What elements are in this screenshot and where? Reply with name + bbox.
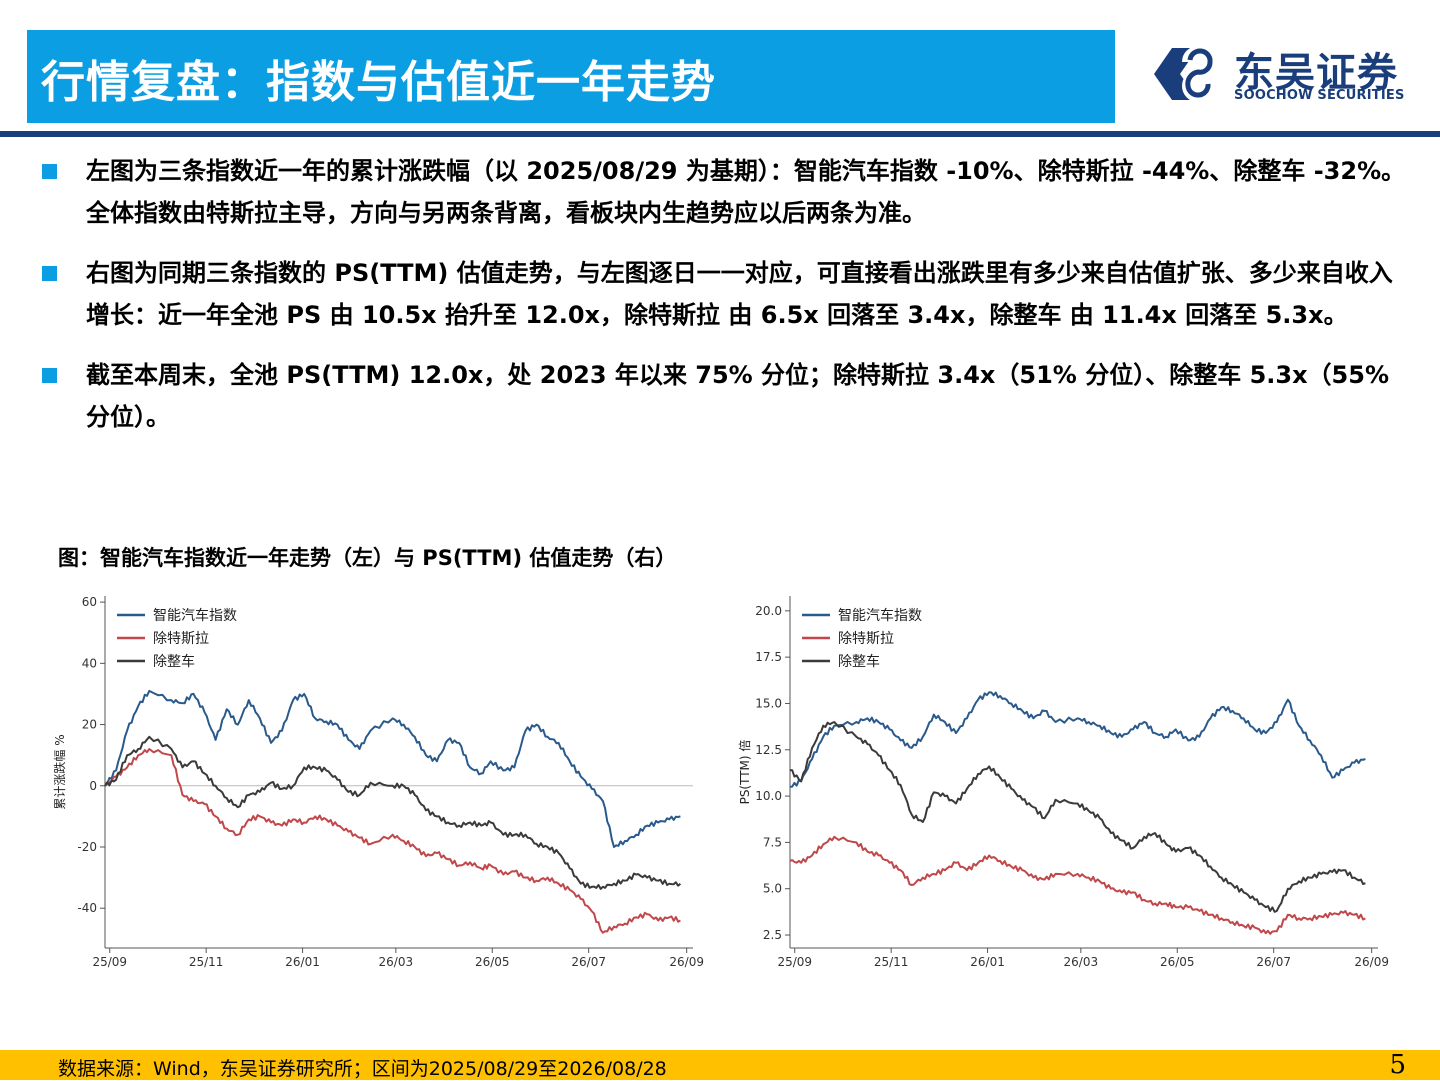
- y-tick-label: 5.0: [763, 882, 782, 896]
- legend-label: 除整车: [153, 653, 195, 670]
- legend-label: 除特斯拉: [838, 631, 894, 647]
- x-tick-label: 26/03: [1064, 955, 1099, 968]
- legend-label: 智能汽车指数: [838, 607, 922, 624]
- bullet-item: 截至本周末，全池 PS(TTM) 12.0x，处 2023 年以来 75% 分位…: [42, 354, 1412, 438]
- series-line-1: [789, 691, 1366, 788]
- bullet-text: 截至本周末，全池 PS(TTM) 12.0x，处 2023 年以来 75% 分位…: [86, 361, 1390, 431]
- chart-svg: 60 40 20 0 -20 -40 25/09 25/11 26/01 26/03 26/05 26…: [52, 595, 704, 968]
- legend-label: 除特斯拉: [153, 631, 209, 647]
- series-line-2: [789, 835, 1366, 935]
- title-bar: 行情复盘：指数与估值近一年走势: [27, 30, 1115, 123]
- y-axis-label: 累计涨跌幅 %: [52, 734, 67, 809]
- logo-chinese-name: 东吴证券: [1234, 50, 1398, 96]
- y-tick-label: 12.5: [755, 743, 782, 757]
- bullet-square-icon: [42, 368, 57, 383]
- series-line-2: [104, 748, 681, 934]
- ps-ttm-chart: 20.0 17.5 15.0 12.5 10.0 7.5 5.0 2.5 25/09 25/11 2…: [735, 588, 1390, 968]
- x-tick-label: 25/09: [92, 955, 127, 968]
- soochow-logo-icon: [1154, 46, 1215, 102]
- y-tick-label: 7.5: [763, 835, 782, 849]
- bullet-square-icon: [42, 266, 57, 281]
- y-tick-label: -20: [77, 840, 97, 854]
- bullet-item: 左图为三条指数近一年的累计涨跌幅（以 2025/08/29 为基期）：智能汽车指…: [42, 150, 1412, 234]
- y-tick-label: 2.5: [763, 928, 782, 942]
- x-tick-label: 26/07: [571, 955, 606, 968]
- y-tick-label: 20.0: [755, 604, 782, 618]
- bullet-text: 左图为三条指数近一年的累计涨跌幅（以 2025/08/29 为基期）：智能汽车指…: [86, 157, 1406, 227]
- y-tick-label: 15.0: [755, 696, 782, 710]
- series-line-3: [789, 721, 1366, 913]
- x-tick-label: 26/05: [475, 955, 510, 968]
- x-tick-label: 26/05: [1160, 955, 1195, 968]
- x-tick-label: 26/01: [285, 955, 320, 968]
- series-line-1: [104, 689, 681, 848]
- x-tick-label: 25/09: [777, 955, 812, 968]
- y-tick-label: 17.5: [755, 650, 782, 664]
- figure-caption: 图：智能汽车指数近一年走势（左）与 PS(TTM) 估值走势（右）: [58, 546, 677, 570]
- bullet-list: 左图为三条指数近一年的累计涨跌幅（以 2025/08/29 为基期）：智能汽车指…: [42, 150, 1412, 456]
- y-tick-label: 0: [89, 779, 97, 793]
- y-axis-label: PS(TTM) 倍: [737, 740, 752, 805]
- data-source-note: 数据来源：Wind，东吴证券研究所；区间为2025/08/29至2026/08/…: [58, 1058, 667, 1080]
- y-tick-label: -40: [77, 901, 97, 915]
- cumulative-return-chart: 60 40 20 0 -20 -40 25/09 25/11 26/01 26/03 26/05 26…: [50, 588, 705, 968]
- legend-label: 除整车: [838, 653, 880, 670]
- chart-svg: 20.0 17.5 15.0 12.5 10.0 7.5 5.0 2.5 25/09 25/11 2…: [737, 596, 1389, 968]
- x-tick-label: 26/07: [1256, 955, 1291, 968]
- footer-bar: 数据来源：Wind，东吴证券研究所；区间为2025/08/29至2026/08/…: [0, 1050, 1440, 1080]
- y-tick-label: 20: [82, 718, 97, 732]
- y-tick-label: 40: [82, 656, 97, 670]
- x-tick-label: 26/01: [970, 955, 1005, 968]
- y-tick-label: 60: [82, 595, 97, 609]
- series-line-3: [104, 735, 682, 890]
- x-tick-label: 26/03: [379, 955, 414, 968]
- company-logo: 东吴证券 SOOCHOW SECURITIES: [1150, 40, 1420, 110]
- x-tick-label: 26/09: [1354, 955, 1389, 968]
- bullet-text: 右图为同期三条指数的 PS(TTM) 估值走势，与左图逐日一一对应，可直接看出涨…: [86, 259, 1393, 329]
- page-number: 5: [1389, 1050, 1406, 1080]
- page-title: 行情复盘：指数与估值近一年走势: [41, 57, 716, 108]
- bullet-square-icon: [42, 164, 57, 179]
- x-tick-label: 26/09: [669, 955, 704, 968]
- legend-label: 智能汽车指数: [153, 607, 237, 624]
- x-tick-label: 25/11: [189, 955, 224, 968]
- x-tick-label: 25/11: [874, 955, 909, 968]
- bullet-item: 右图为同期三条指数的 PS(TTM) 估值走势，与左图逐日一一对应，可直接看出涨…: [42, 252, 1412, 336]
- y-tick-label: 10.0: [755, 789, 782, 803]
- header-divider: [0, 131, 1440, 137]
- logo-english-name: SOOCHOW SECURITIES: [1234, 88, 1405, 103]
